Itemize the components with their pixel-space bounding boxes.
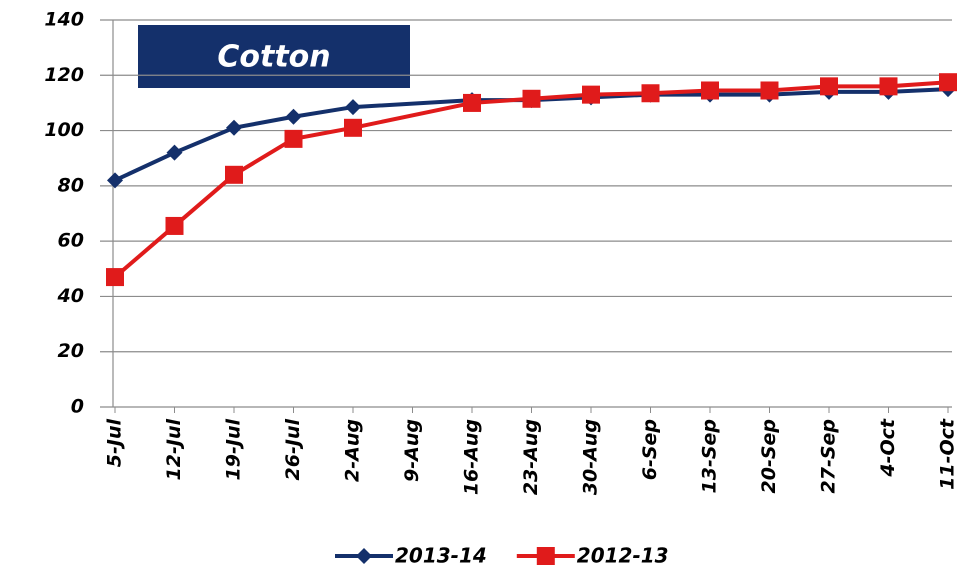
x-tick-label: 11-Oct — [937, 418, 959, 490]
x-tick-label: 16-Aug — [461, 419, 483, 495]
y-tick-label: 100 — [44, 119, 84, 141]
y-tick-label: 60 — [58, 230, 84, 252]
point — [166, 144, 183, 161]
x-tick-label: 4-Oct — [877, 418, 899, 478]
y-tick-label: 0 — [71, 396, 84, 418]
point — [522, 89, 541, 108]
point — [344, 118, 362, 137]
x-tick-label: 9-Aug — [401, 419, 423, 482]
point — [820, 77, 838, 96]
legend-label: 2013-14 — [395, 544, 487, 568]
x-tick-label: 19-Jul — [223, 419, 245, 481]
y-tick-label: 80 — [58, 174, 84, 196]
point — [107, 172, 123, 189]
point — [284, 129, 303, 148]
point — [463, 93, 481, 112]
y-tick-label: 40 — [57, 285, 84, 307]
point — [106, 268, 124, 287]
legend-marker — [536, 547, 555, 565]
legend-label: 2012-13 — [577, 544, 669, 568]
legend-marker — [356, 548, 372, 564]
x-tick-label: 30-Aug — [580, 419, 602, 495]
x-tick-label: 12-Jul — [163, 419, 185, 481]
x-tick-label: 13-Sep — [699, 419, 721, 494]
title-box — [138, 25, 410, 88]
series — [106, 73, 957, 287]
x-tick-label: 27-Sep — [818, 419, 840, 494]
point — [701, 81, 719, 100]
x-tick-label: 5-Jul — [104, 419, 126, 468]
point — [345, 99, 361, 116]
x-tick-label: 26-Jul — [282, 419, 304, 481]
point — [225, 165, 243, 184]
x-tick-label: 20-Sep — [758, 419, 780, 494]
point — [582, 85, 600, 104]
x-tick-label: 2-Aug — [342, 419, 364, 482]
series-line — [113, 80, 949, 279]
point — [879, 77, 898, 96]
y-tick-label: 20 — [58, 340, 84, 362]
series-line — [114, 87, 949, 183]
point — [226, 119, 242, 136]
x-tick-label: 23-Aug — [520, 419, 542, 495]
point — [641, 84, 660, 103]
y-tick-label: 140 — [44, 9, 84, 31]
point — [165, 216, 184, 235]
point — [285, 108, 302, 125]
point — [939, 73, 957, 92]
x-tick-label: 6-Sep — [639, 419, 661, 480]
y-tick-label: 120 — [44, 64, 84, 86]
chart-title: Cotton — [217, 40, 330, 75]
point — [760, 81, 779, 100]
